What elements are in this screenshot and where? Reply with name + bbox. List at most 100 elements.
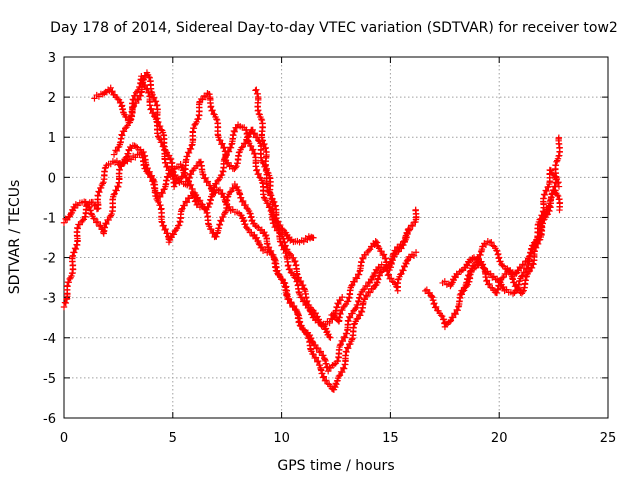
data-point: [543, 187, 550, 195]
y-tick-labels: -6 -5 -4 -3 -2 -1 0 1 2 3: [43, 51, 56, 427]
data-point: [366, 289, 374, 296]
data-point: [509, 290, 517, 297]
data-point: [346, 314, 354, 321]
data-point: [224, 147, 232, 155]
data-point: [218, 141, 225, 148]
data-point: [202, 206, 210, 213]
y-tick-label: -2: [43, 252, 56, 267]
data-point: [274, 218, 281, 226]
data-point: [493, 289, 501, 297]
data-point: [69, 252, 77, 259]
data-point: [196, 159, 204, 166]
data-point: [206, 182, 214, 189]
data-point: [554, 191, 561, 199]
data-point: [113, 147, 121, 155]
data-point: [297, 277, 305, 285]
data-point: [362, 292, 370, 299]
data-point: [334, 300, 341, 307]
data-point: [270, 251, 277, 259]
data-point: [395, 244, 403, 252]
data-point: [245, 226, 252, 233]
data-point: [65, 279, 72, 286]
data-point: [373, 267, 381, 275]
data-point: [159, 189, 166, 197]
data-point: [339, 306, 346, 314]
data-point: [242, 220, 249, 228]
data-point: [255, 170, 262, 178]
data-point: [232, 164, 239, 171]
data-point: [385, 271, 392, 278]
data-point: [258, 243, 266, 251]
data-point: [187, 145, 195, 153]
data-point: [317, 348, 324, 355]
data-point: [286, 250, 293, 257]
data-point: [553, 158, 560, 166]
data-point: [253, 234, 260, 241]
data-point: [344, 344, 351, 351]
data-point: [311, 354, 318, 362]
data-point: [281, 279, 289, 287]
data-point: [154, 197, 161, 204]
data-point: [271, 203, 279, 210]
data-point: [319, 374, 327, 381]
data-point: [162, 159, 169, 166]
data-point: [265, 244, 273, 251]
data-point: [398, 270, 405, 277]
series-track-9: [456, 166, 563, 299]
data-point: [359, 286, 367, 294]
data-point: [242, 201, 249, 209]
series-track-2: [60, 142, 412, 393]
data-point: [319, 370, 326, 377]
y-tick-label: -1: [43, 211, 56, 226]
data-point: [91, 95, 98, 102]
data-point: [201, 205, 209, 213]
data-point: [150, 94, 158, 102]
data-point: [216, 137, 224, 144]
data-point: [468, 268, 475, 276]
data-point: [553, 175, 561, 183]
data-point: [349, 310, 356, 317]
data-point: [274, 218, 282, 225]
data-point: [357, 312, 364, 319]
data-point: [372, 238, 379, 245]
data-point: [335, 372, 343, 380]
data-point: [529, 245, 536, 253]
data-point: [217, 217, 224, 224]
data-point: [287, 237, 294, 244]
data-point: [93, 219, 100, 226]
data-point: [91, 202, 98, 209]
data-point: [207, 103, 215, 110]
data-point: [299, 281, 307, 289]
data-point: [60, 303, 68, 311]
data-point: [233, 162, 240, 170]
data-point: [145, 73, 153, 81]
data-point: [97, 222, 104, 229]
data-point: [252, 87, 259, 94]
data-point: [167, 155, 175, 163]
data-point: [196, 197, 204, 204]
y-tick-label: -3: [43, 292, 56, 307]
data-point: [339, 337, 347, 345]
data-point: [500, 273, 507, 281]
data-point: [76, 221, 84, 228]
data-point: [340, 364, 347, 372]
x-tick-label: 15: [382, 431, 399, 446]
data-point: [320, 373, 328, 380]
data-point: [303, 297, 311, 305]
data-point: [351, 278, 358, 286]
data-point: [97, 184, 105, 192]
data-point: [335, 300, 342, 308]
data-point: [184, 153, 191, 160]
data-point: [540, 191, 548, 198]
data-point: [483, 277, 491, 284]
data-point: [239, 197, 247, 205]
data-point: [407, 222, 415, 229]
data-point: [154, 119, 161, 126]
data-point: [539, 212, 546, 219]
data-point: [204, 178, 212, 185]
data-point: [221, 144, 228, 151]
data-point: [398, 242, 406, 249]
data-point: [270, 219, 277, 227]
data-point: [322, 321, 329, 329]
data-point: [556, 206, 563, 214]
